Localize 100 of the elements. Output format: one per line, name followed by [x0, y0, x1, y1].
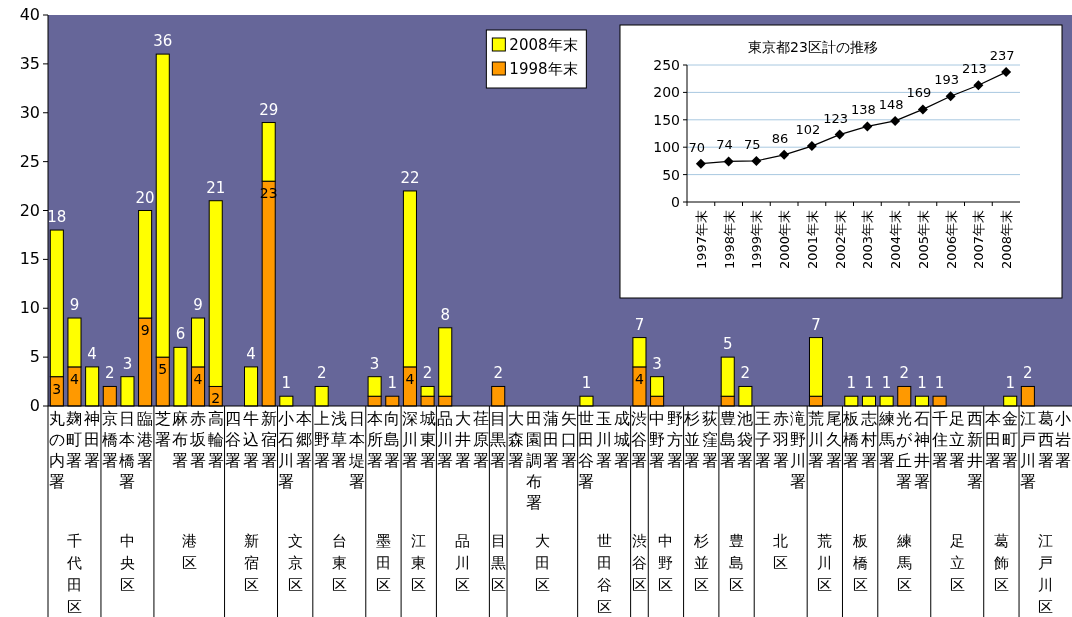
- point: [945, 91, 956, 102]
- x-axis-title: 世田谷区: [596, 532, 612, 616]
- data-label: 193: [934, 72, 960, 88]
- x-tick-label: 2006年末: [943, 210, 959, 270]
- x-tick-label: 1997年末: [693, 210, 709, 270]
- chart-title: 東京都23区計の推移: [748, 39, 878, 55]
- x-tick-label: 深川署: [401, 409, 418, 470]
- y-tick-label: 150: [653, 111, 680, 128]
- x-tick-label: 2004年末: [888, 210, 904, 270]
- data-label: 5: [158, 361, 168, 378]
- x-tick-label: 荻窪署: [702, 409, 719, 470]
- point: [806, 141, 817, 152]
- x-axis-title: 足立区: [949, 532, 965, 594]
- x-tick-label: 足立署: [949, 409, 966, 470]
- x-tick-label: 麹町署: [66, 409, 83, 470]
- x-tick-label: 牛込署: [243, 409, 260, 470]
- total-label: 3: [652, 354, 662, 373]
- x-tick-label: 日本堤署: [347, 409, 365, 491]
- x-tick-label: 江戸川署: [1019, 409, 1036, 491]
- x-tick-label: 日本橋署: [119, 409, 136, 491]
- total-label: 7: [811, 315, 821, 334]
- total-label: 2: [899, 364, 910, 383]
- total-label: 7: [634, 315, 645, 334]
- x-axis-title: 中央区: [119, 532, 135, 594]
- point: [917, 104, 928, 115]
- x-tick-label: 光が丘署: [896, 409, 914, 491]
- x-tick-label: 上野署: [313, 409, 330, 470]
- point: [862, 121, 873, 132]
- total-label: 5: [722, 335, 733, 354]
- total-label: 1: [881, 374, 892, 393]
- total-label: 29: [259, 100, 279, 119]
- total-label: 2: [1023, 364, 1033, 383]
- data-label: 148: [878, 96, 904, 112]
- total-label: 1: [281, 374, 292, 393]
- x-tick-label: 2008年末: [999, 210, 1015, 270]
- data-label: 3: [52, 380, 62, 397]
- x-tick-label: 板橋署: [842, 409, 860, 470]
- x-tick-label: 新宿署: [260, 409, 277, 470]
- y-tick-label: 100: [653, 139, 680, 156]
- point: [695, 158, 706, 169]
- total-label: 1: [581, 374, 592, 393]
- data-label: 4: [70, 370, 80, 387]
- x-tick-label: 品川署: [437, 409, 454, 470]
- point: [723, 156, 734, 167]
- total-label: 2: [740, 364, 751, 383]
- x-tick-label: 練馬署: [877, 409, 895, 470]
- x-tick-label: 神田署: [84, 409, 101, 470]
- x-tick-label: 2005年末: [915, 210, 931, 270]
- x-axis-title: 北区: [773, 532, 789, 572]
- x-tick-label: 大森署: [507, 409, 524, 470]
- x-tick-label: 麻布署: [172, 409, 189, 470]
- x-tick-label: 志村署: [859, 409, 877, 470]
- total-label: 4: [87, 344, 97, 363]
- x-tick-label: 世田谷署: [578, 409, 595, 491]
- x-axis-title: 文京区: [287, 532, 303, 594]
- x-axis-title: 目黒区: [490, 532, 506, 594]
- point: [751, 155, 762, 166]
- data-label: 86: [771, 130, 789, 146]
- x-tick-label: 蒲田署: [543, 409, 560, 470]
- x-axis-title: 江戸川区: [1038, 532, 1054, 616]
- x-tick-label: 赤羽署: [771, 409, 789, 470]
- total-label: 2: [316, 364, 327, 383]
- y-tick-label: 250: [653, 57, 680, 73]
- x-tick-label: 渋谷署: [631, 409, 648, 470]
- point: [973, 80, 984, 91]
- y-tick-label: 5: [29, 347, 40, 367]
- total-label: 2: [105, 364, 115, 383]
- x-axis-title: 大田区: [534, 532, 550, 594]
- x-tick-label: 石神井署: [913, 409, 930, 491]
- x-tick-label: 杉並署: [683, 409, 701, 470]
- x-tick-label: 1998年末: [721, 210, 737, 270]
- x-tick-label: 滝野川署: [790, 409, 807, 491]
- total-label: 2: [422, 364, 433, 383]
- total-label: 22: [400, 168, 420, 187]
- total-label: 20: [135, 188, 155, 207]
- point: [890, 115, 901, 126]
- x-tick-label: 尾久署: [825, 409, 842, 470]
- data-label: 75: [744, 136, 761, 152]
- data-label: 102: [795, 122, 821, 138]
- x-tick-label: 向島署: [384, 409, 401, 470]
- x-tick-label: 2001年末: [804, 210, 820, 270]
- data-label: 70: [688, 139, 706, 155]
- x-tick-label: 玉川署: [596, 409, 613, 470]
- x-tick-label: 浅草署: [331, 409, 348, 470]
- x-axis-title: 新宿区: [243, 532, 259, 594]
- x-axis-title: 台東区: [331, 532, 347, 594]
- x-axis-title: 千代田区: [65, 532, 82, 616]
- data-label: 213: [961, 61, 987, 77]
- total-label: 1: [864, 374, 874, 393]
- x-axis-title: 荒川区: [817, 532, 833, 594]
- x-tick-label: 本所署: [366, 409, 383, 470]
- x-tick-label: 千住署: [930, 409, 948, 470]
- x-tick-label: 荏原署: [472, 409, 489, 470]
- x-tick-label: 小石川署: [278, 409, 295, 491]
- data-label: 237: [989, 48, 1015, 64]
- data-label: 123: [823, 110, 849, 126]
- x-axis-title: 品川区: [455, 532, 471, 594]
- total-label: 1: [846, 374, 857, 393]
- total-label: 3: [369, 354, 380, 373]
- x-axis-title: 墨田区: [375, 532, 391, 594]
